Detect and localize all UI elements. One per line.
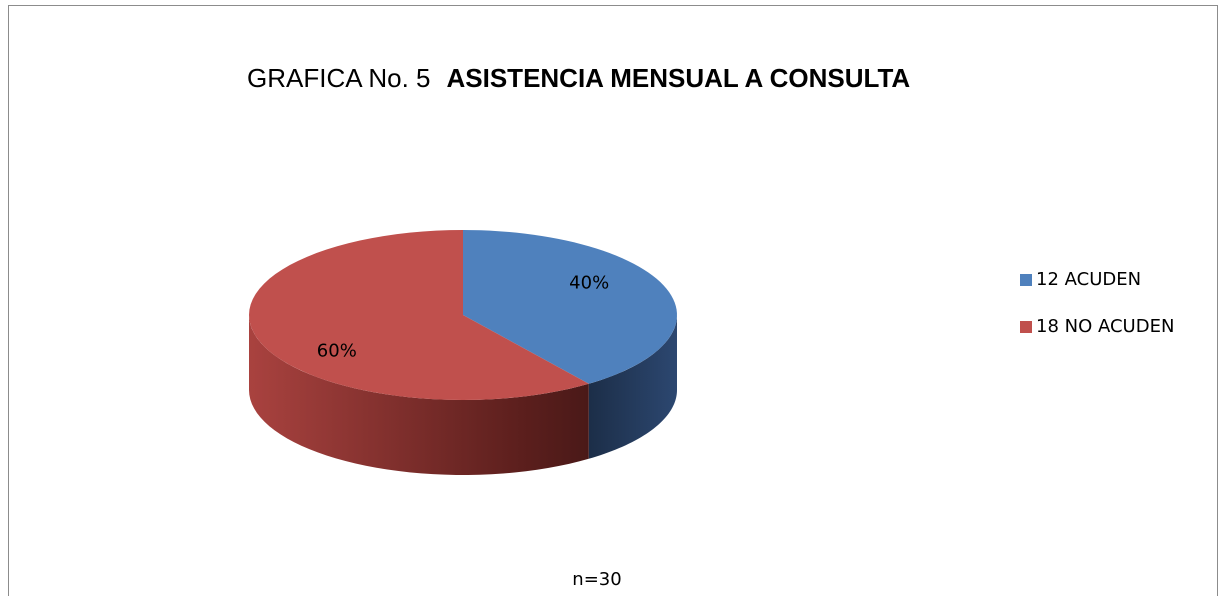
chart-title: GRAFICA No. 5 ASISTENCIA MENSUAL A CONSUL… bbox=[247, 63, 910, 93]
slice-side bbox=[588, 315, 677, 459]
legend-label: 18 NO ACUDEN bbox=[1036, 316, 1174, 337]
legend-label: 12 ACUDEN bbox=[1036, 269, 1141, 290]
legend-swatch bbox=[1020, 321, 1032, 333]
slice bbox=[463, 230, 677, 384]
annotation: n=30 bbox=[572, 569, 621, 590]
data-label: 40% bbox=[569, 273, 609, 294]
legend-swatch bbox=[1020, 274, 1032, 286]
title: GRAFICA No. 5 bbox=[247, 63, 431, 93]
subtitle: ASISTENCIA MENSUAL A CONSULTA bbox=[447, 63, 911, 93]
slice-side bbox=[249, 315, 589, 475]
data-label: 60% bbox=[317, 340, 357, 361]
slice bbox=[249, 230, 589, 400]
